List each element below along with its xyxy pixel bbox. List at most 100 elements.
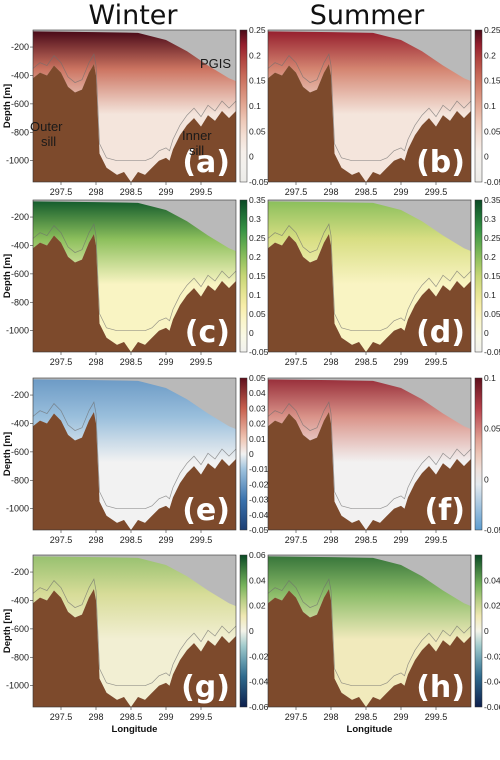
colorbar-tick-label: 0.01	[249, 434, 266, 444]
contour-line	[267, 53, 472, 162]
x-tick-label: 297.5	[285, 187, 308, 197]
panel-letter: (d)	[416, 315, 465, 350]
seafloor	[268, 234, 471, 352]
x-tick-label: 299.5	[190, 535, 213, 545]
colorbar-tick-label: 0	[484, 474, 489, 484]
seafloor	[33, 64, 236, 182]
x-tick-label: 297.5	[285, 535, 308, 545]
y-tick-label: -800	[11, 127, 29, 137]
x-tick-label: 299.5	[425, 535, 448, 545]
x-tick-label: 298	[323, 357, 338, 367]
x-tick-label: 299	[158, 535, 173, 545]
water-field	[33, 31, 236, 182]
y-axis-label: Depth [m]	[2, 609, 13, 653]
colorbar-tick-label: 0.04	[249, 575, 266, 585]
colorbar-tick-label: 0.1	[484, 290, 496, 300]
panel-letter: (c)	[185, 315, 230, 350]
colorbar	[239, 554, 248, 708]
x-tick-label: 299.5	[425, 187, 448, 197]
panel-g: 297.5 298 298.5 299 299.5 -200 -400 -600 -800 -10…	[2, 550, 269, 735]
x-tick-label: 299.5	[425, 712, 448, 722]
colorbar-tick-label: -0.03	[249, 495, 269, 505]
x-tick-label: 299	[393, 712, 408, 722]
colorbar-tick-label: 0.25	[484, 233, 500, 243]
x-tick-label: 298.5	[120, 357, 143, 367]
colorbar-tick-label: -0.05	[484, 177, 500, 187]
water-field	[268, 556, 471, 707]
axes-frame	[32, 554, 237, 708]
panel-letter: (g)	[181, 670, 230, 705]
x-tick-label: 297.5	[50, 712, 73, 722]
colorbar-tick-label: -0.02	[249, 651, 269, 661]
colorbar-tick-label: 0.05	[249, 373, 266, 383]
x-axis-label: Longitude	[112, 724, 158, 735]
contour-line	[32, 53, 237, 162]
y-tick-label: -600	[11, 624, 29, 634]
water-field	[268, 201, 471, 352]
colorbar-tick-label: 0.25	[249, 25, 266, 35]
colorbar	[239, 199, 248, 353]
x-tick-label: 299.5	[190, 187, 213, 197]
colorbar-tick-label: 0	[249, 152, 254, 162]
panel-c: 297.5 298 298.5 299 299.5 -200 -400 -600 -800 -10…	[2, 195, 269, 367]
y-tick-label: -800	[11, 475, 29, 485]
contour-line	[32, 223, 237, 332]
colorbar-tick-label: 0.02	[249, 601, 266, 611]
column-title-summer: Summer	[310, 0, 425, 31]
colorbar-tick-label: -0.04	[484, 677, 500, 687]
colorbar-tick-label: -0.06	[249, 702, 269, 712]
colorbar-tick-label: -0.05	[249, 177, 269, 187]
y-axis-label: Depth [m]	[2, 432, 13, 476]
colorbar-tick-label: 0.05	[249, 126, 266, 136]
y-axis-label: Depth [m]	[2, 254, 13, 298]
x-tick-label: 297.5	[285, 712, 308, 722]
colorbar-tick-label: 0.15	[484, 271, 500, 281]
colorbar-tick-label: 0.05	[484, 424, 500, 434]
annotation-outer-sill-line1: Outer	[30, 119, 63, 134]
colorbar-tick-label: 0.04	[484, 575, 500, 585]
colorbar	[239, 377, 248, 531]
seafloor	[33, 234, 236, 352]
colorbar	[239, 29, 248, 183]
colorbar-tick-label: 0.15	[484, 76, 500, 86]
water-field	[268, 31, 471, 182]
x-tick-label: 299	[393, 187, 408, 197]
panel-letter: (e)	[182, 493, 230, 528]
x-tick-label: 299	[158, 187, 173, 197]
colorbar-tick-label: -0.02	[249, 479, 269, 489]
seafloor	[268, 412, 471, 530]
x-tick-label: 297.5	[285, 357, 308, 367]
colorbar-tick-label: 0.05	[249, 309, 266, 319]
y-tick-label: -400	[11, 240, 29, 250]
colorbar-tick-label: 0.3	[484, 214, 496, 224]
y-tick-label: -200	[11, 212, 29, 222]
colorbar-tick-label: 0.06	[249, 550, 266, 560]
seafloor	[268, 64, 471, 182]
seafloor	[268, 589, 471, 707]
seafloor	[33, 412, 236, 530]
panel-letter: (b)	[416, 145, 465, 180]
panel-h: 297.5 298 298.5 299 299.5 Longitude 0.04 0.02 0 -…	[267, 554, 500, 735]
y-tick-label: -200	[11, 390, 29, 400]
colorbar-tick-label: 0.1	[249, 101, 261, 111]
colorbar-tick-label: 0.15	[249, 76, 266, 86]
x-tick-label: 297.5	[50, 357, 73, 367]
panel-b: 297.5 298 298.5 299 299.5 0.25 0.2 0.15 0.1 0.05 0…	[267, 25, 500, 197]
annotation-pgis: PGIS	[200, 56, 231, 71]
axes-frame	[32, 377, 237, 531]
x-tick-label: 299	[158, 357, 173, 367]
contour-line	[267, 578, 472, 687]
axes-frame	[32, 29, 237, 183]
colorbar-tick-label: 0.35	[249, 195, 266, 205]
column-title-winter: Winter	[88, 0, 178, 31]
contour-line	[267, 223, 472, 332]
colorbar-tick-label: -0.04	[249, 510, 269, 520]
water-field	[33, 556, 236, 707]
panel-letter: (h)	[416, 670, 465, 705]
y-tick-label: -400	[11, 418, 29, 428]
colorbar-tick-label: -0.05	[484, 525, 500, 535]
colorbar	[474, 377, 483, 531]
colorbar-tick-label: 0.04	[249, 388, 266, 398]
x-tick-label: 298.5	[355, 357, 378, 367]
